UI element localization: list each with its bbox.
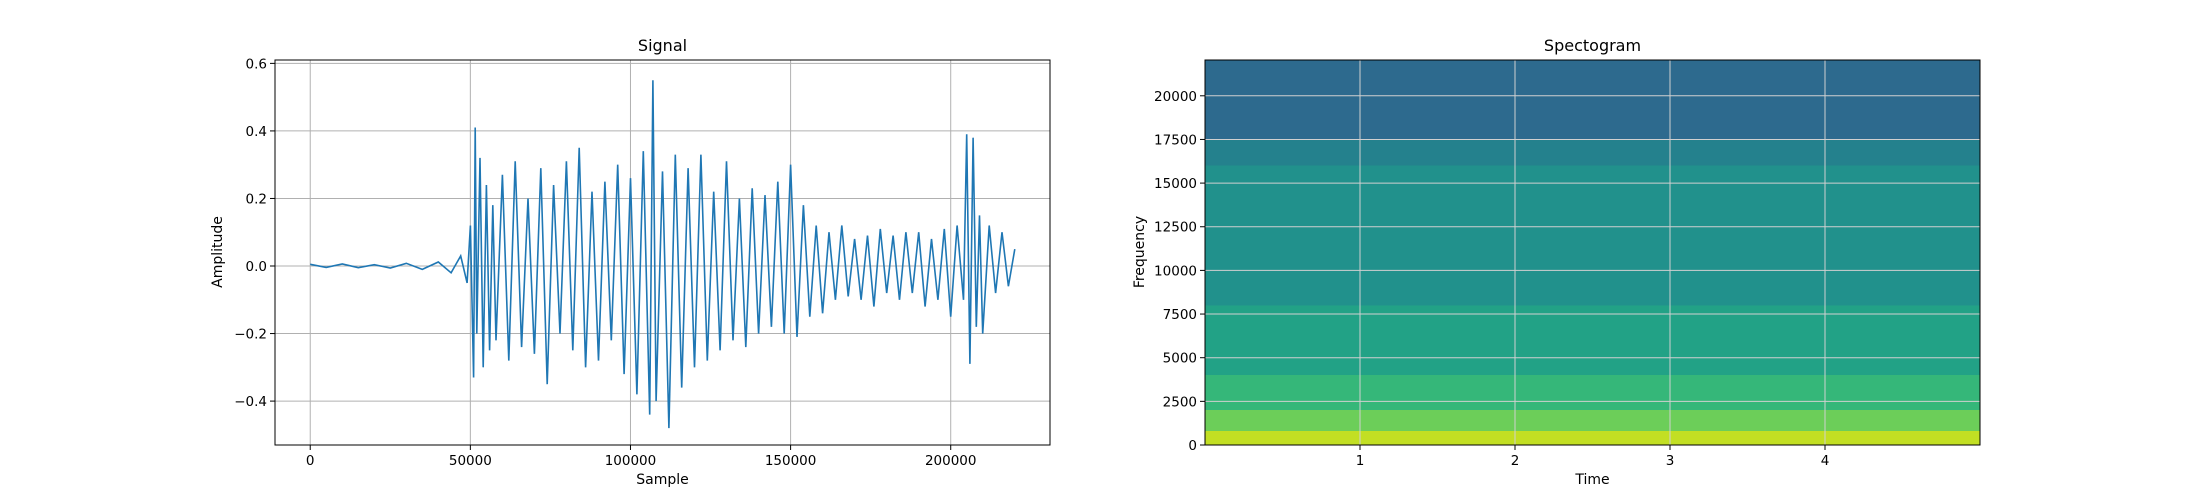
spectrogram-y-ticks: 0 2500 5000 7500 10000 12500 15000 17500 20000 [1154,89,1205,454]
signal-y-tick-label: 0.6 [246,56,267,72]
spectrogram-plot-frame [1204,59,1981,446]
signal-x-tick-label: 0 [306,453,315,469]
signal-x-tick-label: 200000 [925,453,977,469]
signal-x-ticks: 0 50000 100000 150000 200000 [306,445,977,469]
spectrogram-x-ticks: 1 2 3 4 [1356,445,1830,469]
spectrogram-chart: 1 2 3 4 0 2500 5000 7500 10000 12500 15000 17500 20… [1132,36,1981,488]
signal-plot-background [275,60,1050,445]
spectrogram-image [1205,60,1980,445]
signal-series-line [310,80,1016,429]
signal-y-tick-label: −0.4 [234,394,267,410]
spec-x-tick-label: 4 [1821,453,1830,469]
spec-y-tick-label: 7500 [1163,307,1197,323]
signal-x-tick-label: 50000 [449,453,492,469]
spec-y-tick-label: 20000 [1154,89,1197,105]
spec-x-tick-label: 2 [1511,453,1520,469]
spec-y-tick-label: 5000 [1163,351,1197,367]
signal-plot-frame [274,59,1051,446]
signal-x-tick-label: 100000 [605,453,657,469]
signal-y-ticks: −0.4 −0.2 0.0 0.2 0.4 0.6 [234,56,275,410]
spectrogram-y-axis-label: Frequency [1132,216,1148,288]
signal-y-tick-label: −0.2 [234,327,267,343]
signal-x-axis-label: Sample [636,472,689,488]
signal-y-tick-label: 0.2 [246,191,267,207]
spec-y-tick-label: 10000 [1154,263,1197,279]
signal-y-tick-label: 0.4 [246,124,267,140]
spec-y-tick-label: 15000 [1154,176,1197,192]
signal-chart: 0 50000 100000 150000 200000 −0.4 −0.2 0.0 0.2 0… [210,36,1051,488]
signal-title: Signal [638,36,687,55]
spectrogram-title: Spectogram [1544,36,1641,55]
spec-y-tick-label: 0 [1188,438,1197,454]
spectrogram-x-axis-label: Time [1574,472,1609,488]
spec-y-tick-label: 17500 [1154,132,1197,148]
spec-x-tick-label: 1 [1356,453,1365,469]
spec-y-tick-label: 12500 [1154,220,1197,236]
signal-y-tick-label: 0.0 [246,259,267,275]
spec-x-tick-label: 3 [1666,453,1675,469]
signal-y-axis-label: Amplitude [210,216,226,288]
signal-x-tick-label: 150000 [765,453,817,469]
spec-y-tick-label: 2500 [1163,394,1197,410]
